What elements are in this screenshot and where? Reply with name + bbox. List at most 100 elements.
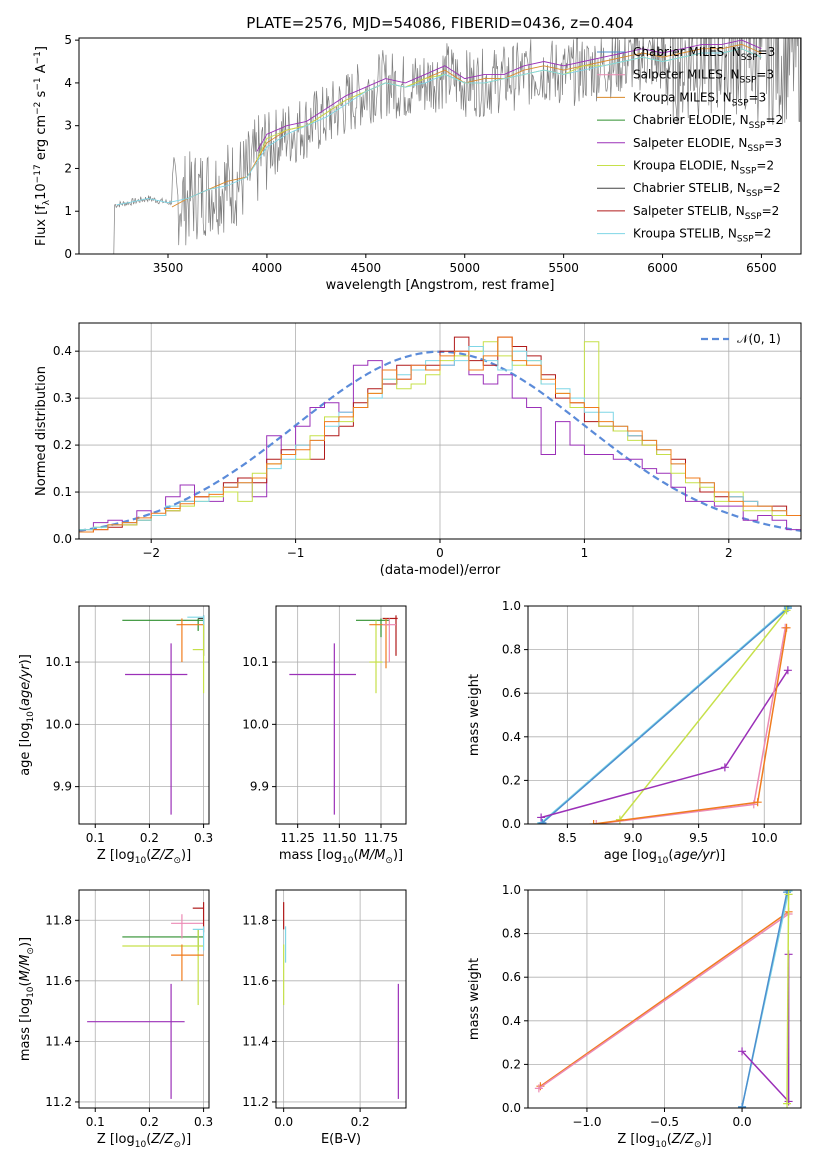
weight_vs_Z-xlabel: Z [log10(Z/Z⊙)]	[617, 1132, 711, 1150]
mass_vs_Z-ylabel: mass [log10(M/M⊙)]	[18, 937, 36, 1061]
weight_vs_Z-marker	[783, 890, 792, 897]
weight_vs_Z-marker	[738, 1102, 747, 1108]
residuals-ylabel: Normed distribution	[34, 366, 49, 496]
spectrum-legend-label-part: =3	[764, 136, 782, 150]
weight_vs_age-xlabel-part: age [log	[604, 848, 657, 863]
spectrum-legend-label-part: =2	[756, 159, 774, 173]
weight_vs_age-marker	[720, 763, 729, 772]
weight_vs_age-ytick-label: 0.0	[502, 817, 521, 831]
weight_vs_age-xtick-label: 9.0	[623, 831, 642, 845]
spectrum-data-line	[110, 38, 801, 254]
age_vs_mass-ytick-label: 10.1	[242, 655, 269, 669]
age_vs_Z-frame	[78, 605, 210, 825]
spectrum-legend-label-part: SSP	[740, 167, 757, 177]
residuals-ytick-label: 0.3	[53, 391, 72, 405]
spectrum-ylabel-part: λ	[42, 199, 52, 205]
age_vs_mass-xtick-label: 11.75	[364, 831, 398, 845]
weight_vs_age-xlabel-part: age/yr	[673, 848, 716, 863]
mass_vs_Z-axes: 0.1 0.2 0.3 11.2 11.4 11.6 11.8	[45, 889, 213, 1129]
spectrum-ytick-label: 4	[64, 76, 72, 90]
age_vs_mass-xlabel-part: mass [log	[279, 848, 342, 863]
weight_vs_age-marker	[782, 606, 791, 615]
weight_vs_age-ytick-label: 0.2	[502, 773, 521, 787]
age_vs_Z-ylabel-part: age/yr	[18, 663, 33, 706]
spectrum-xtick-label: 6000	[647, 261, 678, 275]
weight_vs_age-marker	[783, 666, 792, 675]
age_vs_Z-ylabel-part: age [log	[18, 723, 33, 776]
spectrum-legend-label-part: =2	[763, 181, 781, 195]
spectrum-legend-label: Kroupa ELODIE, NSSP=2	[633, 159, 774, 177]
spectrum-legend-label-part: SSP	[732, 98, 749, 108]
residuals-xtick-label: 2	[725, 546, 733, 560]
weight_vs_Z-ytick-label: 0.0	[502, 1101, 521, 1115]
age_vs_Z-ylabel-part: )]	[18, 654, 33, 664]
mass_vs_EBV-axes: 0.0 0.2 11.2 11.4 11.6 11.8	[242, 889, 407, 1129]
age_vs_mass-xlabel-part: M/M	[359, 848, 386, 863]
age_vs_mass-xlabel-part: )]	[393, 848, 403, 863]
residuals-ytick-label: 0.4	[53, 344, 72, 358]
spectrum-legend-label-part: SSP	[741, 53, 758, 63]
spectrum-ytick-label: 5	[64, 33, 72, 47]
spectrum-plot-area	[110, 38, 801, 254]
mass_vs_Z-plot-area	[87, 902, 205, 1099]
mass_vs_Z-xlabel-part: )]	[181, 1132, 191, 1147]
weight_vs_Z-ytick-label: 0.2	[502, 1057, 521, 1071]
spectrum-ylabel-part: −2	[33, 102, 43, 115]
spectrum-series-1	[256, 39, 762, 152]
spectrum-legend-label-part: =2	[762, 204, 780, 218]
age_vs_mass-xtick-label: 11.50	[322, 831, 356, 845]
residuals-ytick-label: 0.1	[53, 485, 72, 499]
weight_vs_Z-marker	[784, 890, 793, 899]
spectrum-legend-label-part: SSP	[745, 212, 762, 222]
spectrum-legend-label-part: Salpeter ELODIE, N	[633, 136, 747, 150]
residuals-plot-area	[79, 336, 801, 533]
spectrum-legend-label-part: Kroupa STELIB, N	[633, 227, 737, 241]
weight_vs_age-ylabel-part: mass weight	[467, 674, 482, 756]
age_vs_mass-axes: 11.25 11.50 11.75 9.9 10.0 10.1	[242, 605, 407, 845]
mass_vs_Z-ytick-label: 11.4	[45, 1034, 72, 1048]
mass_vs_EBV-plot-area	[283, 902, 399, 1099]
weight_vs_Z-xtick-label: 0.0	[733, 1115, 752, 1129]
mass_vs_Z-xtick-label: 0.2	[140, 1115, 159, 1129]
weight_vs_Z-xlabel-part: 10	[655, 1140, 667, 1150]
weight_vs_Z-series-3	[741, 892, 788, 1108]
mass_vs_Z-ytick-label: 11.8	[45, 913, 72, 927]
weight_vs_age-marker	[749, 800, 758, 809]
residuals-axes: −2 −1 0 1 2 0.0 0.1 0.2 0.3 0.4	[53, 322, 802, 560]
mass_vs_Z-ytick-label: 11.6	[45, 974, 72, 988]
mass_vs_Z-ylabel-part: (	[18, 981, 33, 986]
weight_vs_age-xtick-label: 10.0	[751, 831, 778, 845]
spectrum-legend-label-part: SSP	[740, 76, 757, 86]
weight_vs_age-plot-area	[537, 606, 792, 824]
spectrum-xtick-label: 4500	[351, 261, 382, 275]
spectrum-ytick-label: 0	[64, 247, 72, 261]
age_vs_Z-ylabel: age [log10(age/yr)]	[18, 654, 36, 776]
mass_vs_Z-ylabel-part: )]	[18, 937, 33, 947]
mass_vs_Z-xlabel-part: ⊙	[173, 1140, 181, 1150]
spectrum-ylabel: Flux [fλ10−17 erg cm−2 s−1 A−1]	[33, 46, 52, 246]
weight_vs_age-series-2	[619, 609, 788, 821]
spectrum-legend-label-part: SSP	[746, 189, 763, 199]
age_vs_Z-axes: 0.1 0.2 0.3 9.9 10.0 10.1	[45, 605, 213, 845]
age_vs_Z-xlabel-part: Z [log	[97, 848, 135, 863]
histogram-series-4	[79, 336, 801, 533]
spectrum-legend-label-part: =3	[756, 68, 774, 82]
mass_vs_Z-ylabel-part: ⊙	[26, 947, 36, 955]
spectrum-ylabel-part: −1	[33, 51, 43, 64]
weight_vs_Z-xlabel-part: (	[667, 1132, 672, 1147]
weight_vs_age-ytick-label: 1.0	[502, 599, 521, 613]
weight_vs_Z-xlabel-part: )]	[702, 1132, 712, 1147]
spectrum-ylabel-part: erg cm	[34, 115, 49, 164]
weight_vs_age-ylabel: mass weight	[467, 674, 482, 756]
weight_vs_Z-ylabel-part: mass weight	[467, 958, 482, 1040]
mass_vs_Z-xlabel: Z [log10(Z/Z⊙)]	[97, 1132, 191, 1150]
spectrum-legend-label-part: SSP	[747, 144, 764, 154]
spectrum-legend-label-part: =3	[749, 90, 767, 104]
weight_vs_Z-ytick-label: 1.0	[502, 883, 521, 897]
spectrum-legend-label: Salpeter MILES, NSSP=3	[633, 68, 774, 86]
weight_vs_age-ytick-label: 0.4	[502, 730, 521, 744]
weight_vs_age-axes: 8.5 9.0 9.5 10.0 0.0 0.2 0.4 0.6 0.8 1.0	[502, 599, 802, 845]
spectrum-xtick-label: 5500	[548, 261, 579, 275]
